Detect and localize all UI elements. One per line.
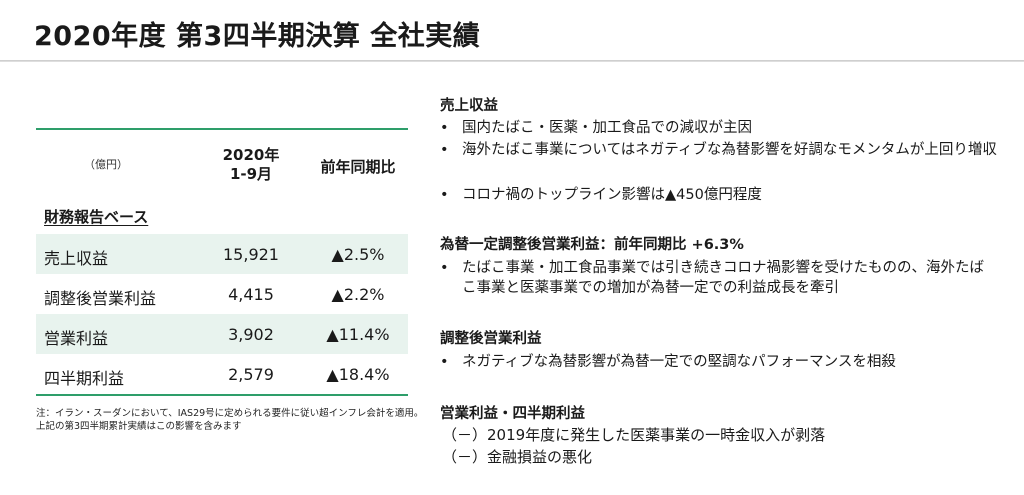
period-header-months: 1-9月: [229, 165, 273, 183]
row-name: 四半期利益: [44, 369, 125, 388]
table-top-rule: [36, 128, 408, 130]
row-name: 調整後営業利益: [44, 289, 157, 308]
row-value: 4,415: [228, 285, 274, 304]
table-row: 四半期利益 2,579 ▲18.4%: [36, 354, 408, 394]
list-item: • 国内たばこ・医薬・加工食品での減収が主因: [440, 118, 997, 138]
bullet-text: ネガティブな為替影響が為替一定での堅調なパフォーマンスを相殺: [462, 354, 896, 370]
footnote-line-2: 上記の第3四半期累計実績はこの影響を含みます: [36, 421, 242, 432]
bullet-icon: •: [440, 187, 449, 203]
financial-table: （億円） 2020年 1-9月 前年同期比 財務報告ベース 売上収益 15,92…: [36, 128, 408, 396]
table-row: 営業利益 3,902 ▲11.4%: [36, 314, 408, 354]
bullet-text: たばこ事業・加工食品事業では引き続きコロナ禍影響を受けたものの、海外たばこ事業と…: [462, 260, 984, 296]
row-value: 2,579: [228, 365, 274, 384]
bullet-text: コロナ禍のトップライン影響は▲450億円程度: [462, 187, 762, 203]
bullet-icon: •: [440, 354, 449, 370]
section-heading-op-quarterly: 営業利益・四半期利益: [440, 406, 585, 422]
row-value: 3,902: [228, 325, 274, 344]
list-item: （－）2019年度に発生した医薬事業の一時金収入が剥落: [442, 426, 826, 444]
row-name: 売上収益: [44, 249, 109, 268]
section-label-text: 財務報告ベース: [44, 208, 149, 226]
page-title: 2020年度 第3四半期決算 全社実績: [34, 21, 481, 52]
row-name: 営業利益: [44, 329, 109, 348]
yoy-header: 前年同期比: [320, 158, 396, 176]
period-header: 2020年 1-9月: [186, 146, 316, 184]
list-item: • たばこ事業・加工食品事業では引き続きコロナ禍影響を受けたものの、海外たばこ事…: [440, 258, 997, 298]
title-divider: [0, 60, 1024, 62]
section-heading-revenue: 売上収益: [440, 98, 498, 114]
table-row: 売上収益 15,921 ▲2.5%: [36, 234, 408, 274]
table-bottom-rule: [36, 394, 408, 396]
table-header: （億円） 2020年 1-9月 前年同期比: [36, 130, 408, 200]
bullet-icon: •: [440, 260, 449, 276]
section-heading-fx-adjusted: 為替一定調整後営業利益：前年同期比 +6.3%: [440, 237, 744, 253]
bullet-icon: •: [440, 142, 449, 158]
section-heading-adjusted-op: 調整後営業利益: [440, 331, 542, 347]
list-item: • ネガティブな為替影響が為替一定での堅調なパフォーマンスを相殺: [440, 352, 997, 372]
bullet-text: 海外たばこ事業についてはネガティブな為替影響を好調なモメンタムが上回り増収: [462, 142, 997, 158]
bullet-icon: •: [440, 120, 449, 136]
table-row: 調整後営業利益 4,415 ▲2.2%: [36, 274, 408, 314]
row-yoy: ▲11.4%: [326, 325, 390, 344]
row-yoy: ▲2.2%: [331, 285, 385, 304]
period-header-year: 2020年: [222, 146, 280, 164]
row-yoy: ▲2.5%: [331, 245, 385, 264]
row-value: 15,921: [223, 245, 279, 264]
row-yoy: ▲18.4%: [326, 365, 390, 384]
bullet-text: 国内たばこ・医薬・加工食品での減収が主因: [462, 120, 752, 136]
table-section-label: 財務報告ベース: [36, 200, 408, 234]
unit-label: （億円）: [84, 158, 128, 171]
list-item: • 海外たばこ事業についてはネガティブな為替影響を好調なモメンタムが上回り増収: [440, 140, 1002, 160]
footnote: 注：イラン・スーダンにおいて、IAS29号に定められる要件に従い超インフレ会計を…: [36, 407, 426, 433]
list-item: （－）金融損益の悪化: [442, 448, 593, 466]
footnote-line-1: 注：イラン・スーダンにおいて、IAS29号に定められる要件に従い超インフレ会計を…: [36, 408, 424, 419]
list-item: • コロナ禍のトップライン影響は▲450億円程度: [440, 185, 997, 205]
